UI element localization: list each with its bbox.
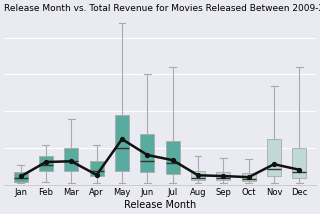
PathPatch shape (140, 134, 154, 172)
PathPatch shape (267, 139, 281, 176)
PathPatch shape (166, 141, 180, 174)
PathPatch shape (216, 172, 230, 180)
X-axis label: Release Month: Release Month (124, 200, 196, 210)
PathPatch shape (191, 171, 205, 180)
PathPatch shape (14, 172, 28, 182)
Text: Release Month vs. Total Revenue for Movies Released Between 2009-201: Release Month vs. Total Revenue for Movi… (4, 4, 320, 13)
PathPatch shape (90, 161, 104, 176)
PathPatch shape (242, 173, 256, 181)
PathPatch shape (64, 148, 78, 171)
PathPatch shape (292, 148, 306, 178)
PathPatch shape (115, 115, 129, 171)
PathPatch shape (39, 156, 53, 171)
